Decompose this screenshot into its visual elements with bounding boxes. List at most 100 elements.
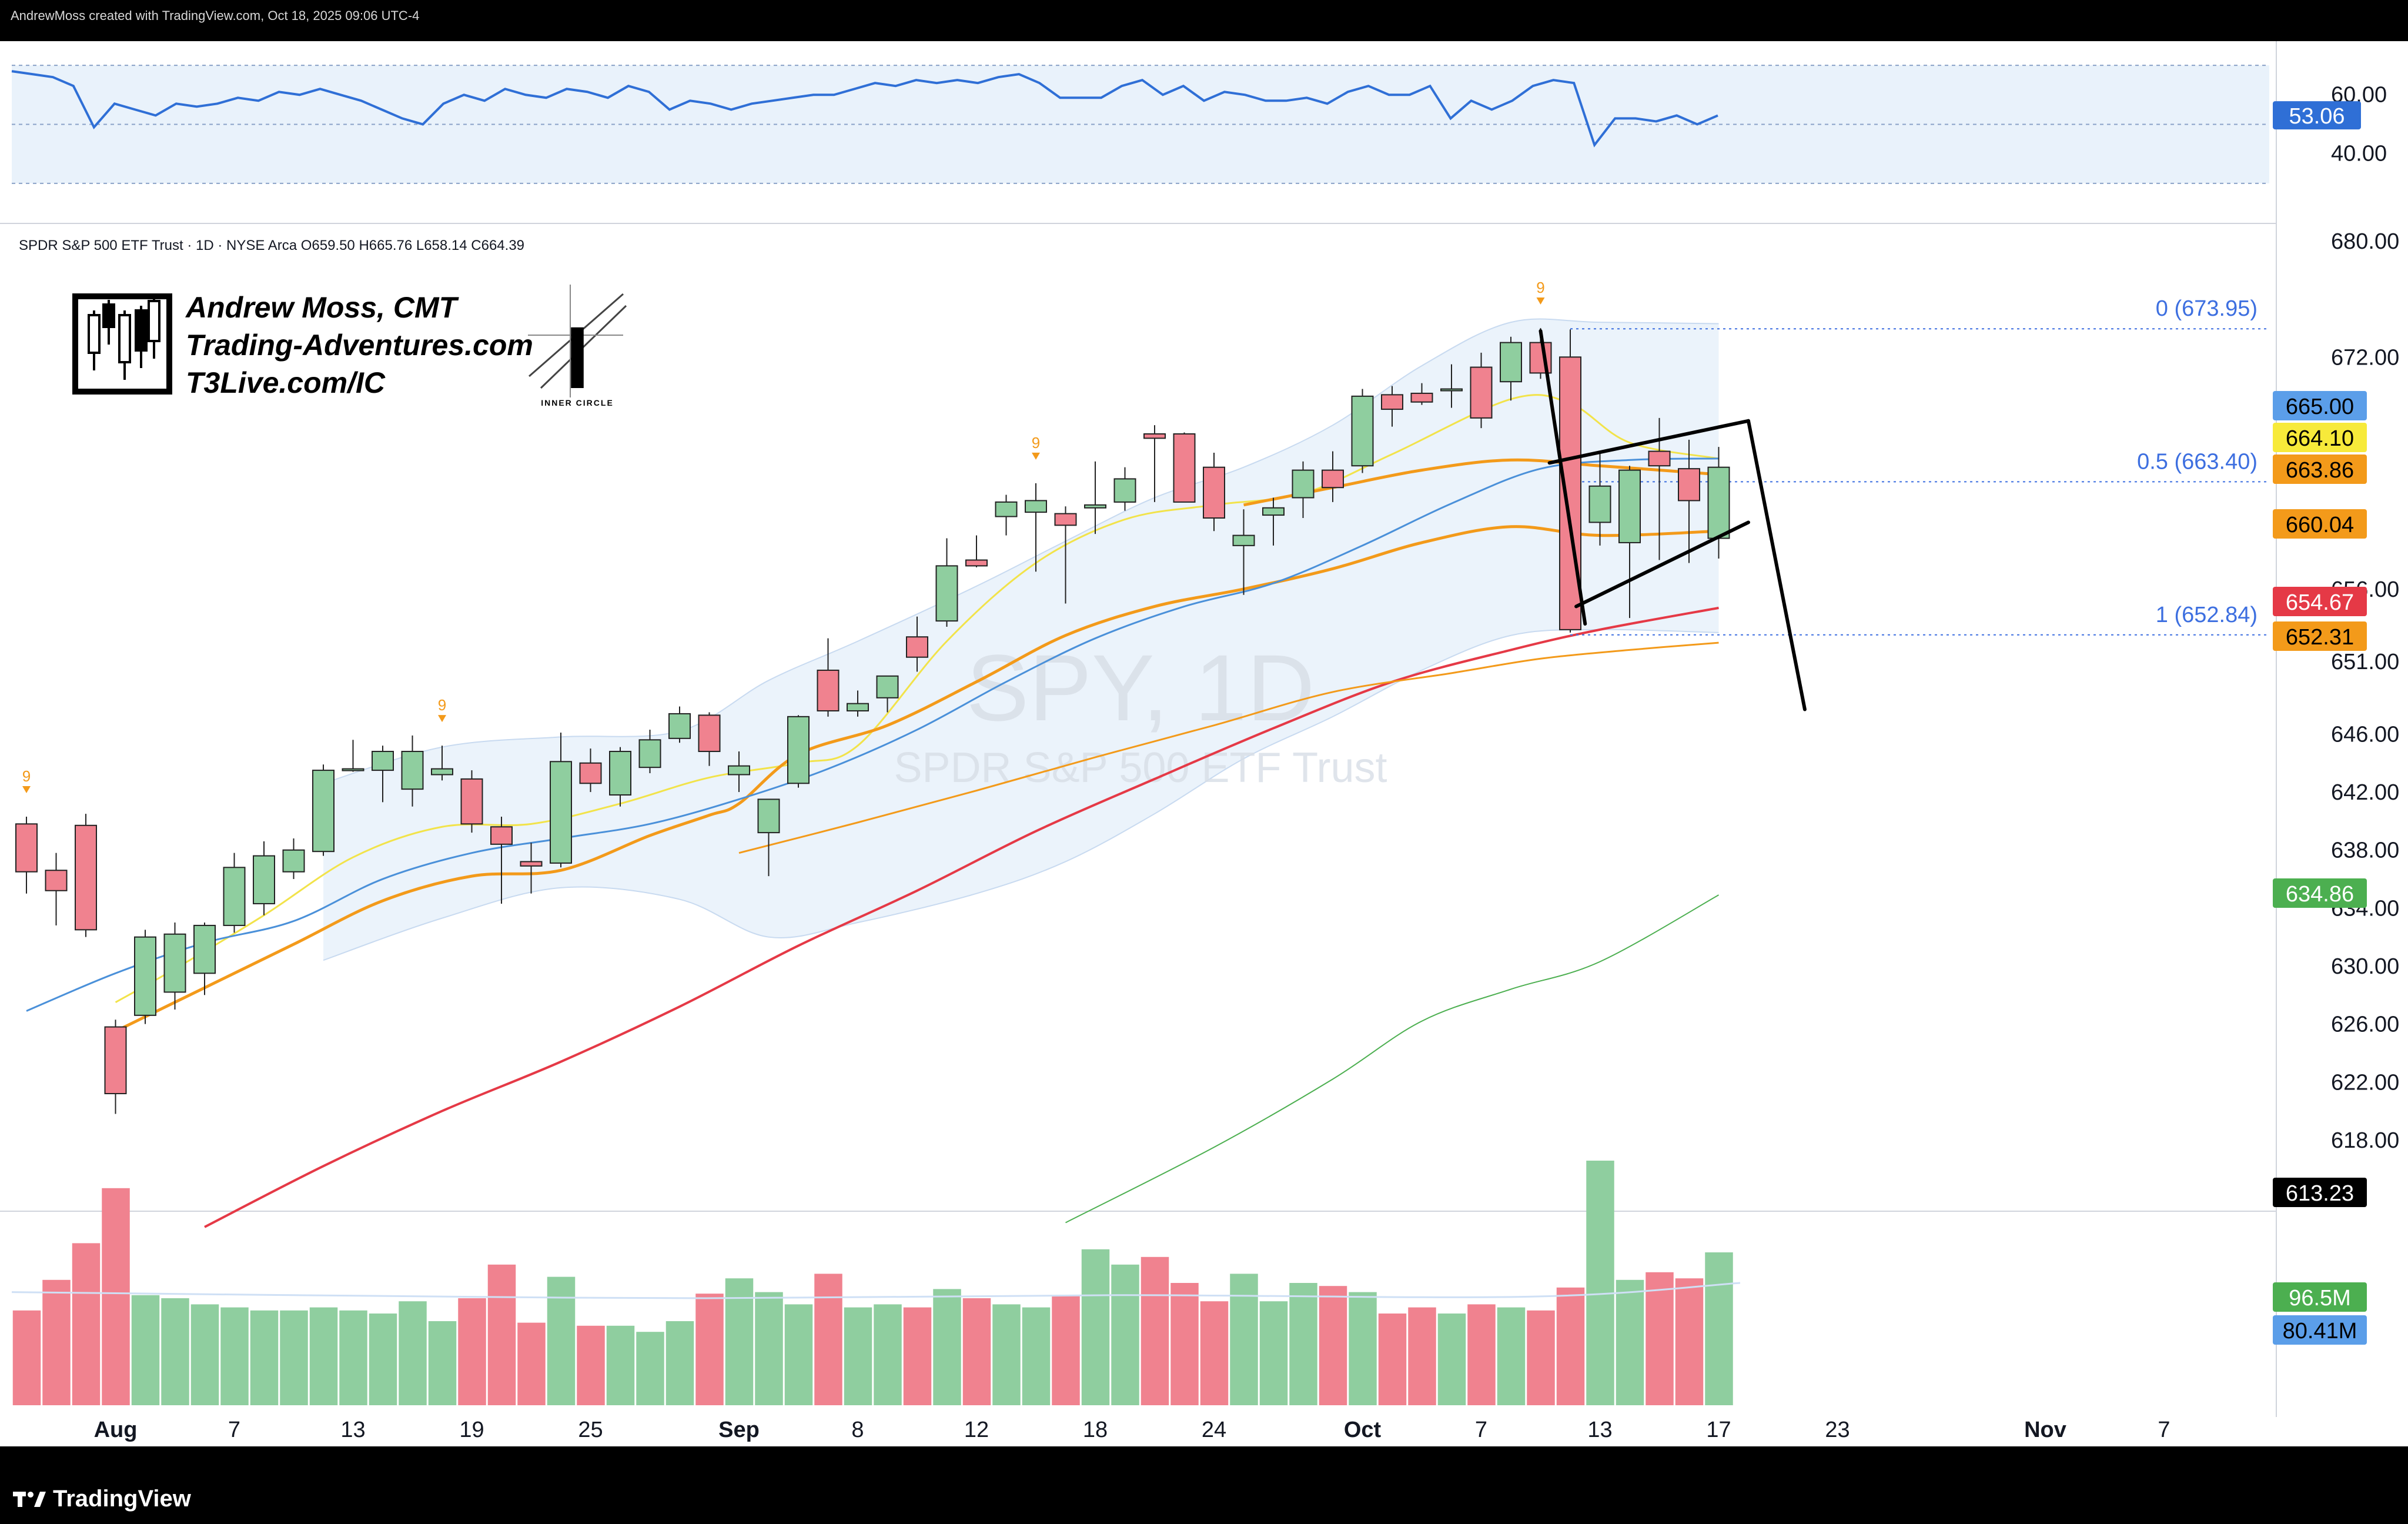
candle-body[interactable] <box>1025 500 1047 513</box>
volume-bar <box>1675 1278 1704 1405</box>
tradingview-brand: TradingView <box>53 1486 191 1512</box>
tradingview-logo-icon <box>13 1491 46 1507</box>
candle-body[interactable] <box>1084 504 1106 509</box>
candle-body[interactable] <box>1588 485 1611 523</box>
candle-body[interactable] <box>163 933 186 993</box>
sequential-arrow-icon <box>1032 452 1040 460</box>
candle-body[interactable] <box>935 565 958 622</box>
rsi-line <box>11 70 1718 148</box>
ma-ema_orange_mid <box>1243 458 1719 507</box>
candle-body[interactable] <box>787 716 810 784</box>
candle-body[interactable] <box>1381 394 1403 410</box>
volume-bar <box>784 1304 813 1405</box>
candle-body[interactable] <box>1173 433 1196 503</box>
volume-bar <box>280 1310 308 1405</box>
sequential-count: 9 <box>22 767 31 785</box>
candle-body[interactable] <box>520 861 543 867</box>
candle-body[interactable] <box>1054 513 1077 526</box>
candle-body[interactable] <box>1232 534 1255 546</box>
candle-body[interactable] <box>1113 478 1136 503</box>
trendline-2[interactable] <box>1574 520 1750 609</box>
trendline-0[interactable] <box>1539 329 1587 626</box>
price-badge <box>2273 509 2367 539</box>
candle-body[interactable] <box>728 765 750 776</box>
candle-body[interactable] <box>668 713 691 739</box>
candle-body[interactable] <box>401 751 424 790</box>
candle-body[interactable] <box>223 867 246 926</box>
bollinger-upper <box>323 318 1719 784</box>
price-badge <box>2273 391 2367 420</box>
candle-body[interactable] <box>15 823 38 873</box>
candle-body[interactable] <box>282 849 305 873</box>
candle-body[interactable] <box>1707 466 1730 539</box>
volume-bar <box>903 1307 932 1405</box>
candle-body[interactable] <box>104 1026 127 1095</box>
volume-bar <box>399 1301 427 1405</box>
candle-body[interactable] <box>342 768 364 771</box>
candle-body[interactable] <box>817 669 840 711</box>
volume-bar <box>1319 1286 1347 1405</box>
price-badge-label: 654.67 <box>2286 590 2354 615</box>
trendline-3[interactable] <box>1747 419 1807 711</box>
candle-body[interactable] <box>1292 469 1315 499</box>
candle-body[interactable] <box>134 936 156 1016</box>
candle-body[interactable] <box>550 761 572 864</box>
candle-body[interactable] <box>698 714 721 753</box>
candle-body[interactable] <box>490 826 513 845</box>
candle-body[interactable] <box>906 636 928 658</box>
volume-bar <box>933 1289 961 1405</box>
time-tick: 7 <box>2158 1418 2170 1442</box>
candle-body[interactable] <box>75 824 97 931</box>
candle-body[interactable] <box>1559 356 1581 630</box>
candle-body[interactable] <box>193 924 216 974</box>
volume-bar <box>517 1322 546 1405</box>
candle-body[interactable] <box>1351 395 1374 467</box>
candle-body[interactable] <box>253 855 275 904</box>
candle-body[interactable] <box>372 751 394 771</box>
candle-body[interactable] <box>965 559 988 567</box>
candle-body[interactable] <box>45 870 68 891</box>
candle-body[interactable] <box>638 739 661 768</box>
candle-body[interactable] <box>609 751 631 796</box>
trendline-1[interactable] <box>1547 419 1750 465</box>
price-badge-label: 663.86 <box>2286 458 2354 483</box>
candle-body[interactable] <box>460 778 483 825</box>
candle-body[interactable] <box>1262 507 1285 516</box>
candle-body[interactable] <box>995 501 1018 517</box>
price-badge-label: 652.31 <box>2286 625 2354 650</box>
price-badge <box>2273 1178 2367 1207</box>
candle-body[interactable] <box>1322 469 1344 489</box>
candle-body[interactable] <box>1410 392 1433 403</box>
candle-body[interactable] <box>312 770 335 853</box>
emblem-letter: I <box>565 308 590 407</box>
candle-body[interactable] <box>1470 366 1493 419</box>
time-tick: 23 <box>1825 1418 1850 1442</box>
rsi-value-badge <box>2273 101 2361 130</box>
candle-body[interactable] <box>847 703 869 711</box>
candle-body[interactable] <box>431 768 453 776</box>
volume-bar <box>428 1321 457 1405</box>
candle-body[interactable] <box>1203 466 1225 519</box>
volume-bar <box>1200 1301 1229 1405</box>
logo-candle-icon <box>88 314 101 354</box>
candle-body[interactable] <box>579 762 602 784</box>
candle-body[interactable] <box>1648 450 1671 467</box>
time-tick: Oct <box>1344 1418 1382 1442</box>
volume-bar <box>1230 1274 1258 1405</box>
candle-body[interactable] <box>1618 469 1641 543</box>
sequential-count: 9 <box>1536 279 1544 296</box>
volume-bar <box>1141 1256 1169 1405</box>
tradingview-footer[interactable]: TradingView <box>13 1486 191 1512</box>
candle-body[interactable] <box>876 675 899 698</box>
price-tick: 672.00 <box>2331 345 2399 370</box>
symbol-sub-watermark: SPDR S&P 500 ETF Trust <box>894 744 1387 791</box>
volume-bar <box>636 1332 664 1405</box>
candle-body[interactable] <box>1678 468 1700 502</box>
candle-body[interactable] <box>757 798 780 834</box>
volume-bar <box>1111 1264 1139 1405</box>
candle-body[interactable] <box>1143 433 1166 439</box>
candle-body[interactable] <box>1440 388 1463 392</box>
ma-sma_green <box>1065 894 1719 1224</box>
candle-body[interactable] <box>1500 342 1522 383</box>
